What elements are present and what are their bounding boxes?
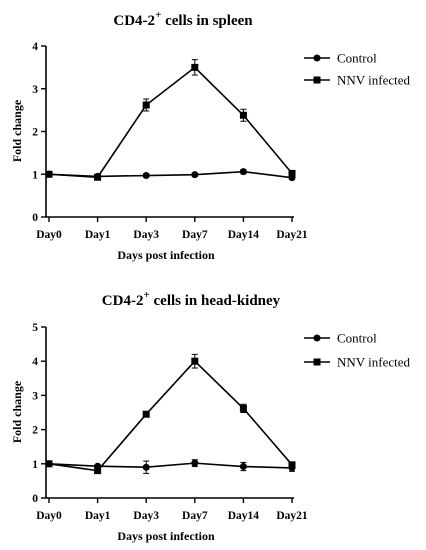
legend-marker <box>313 76 321 84</box>
data-point <box>191 171 199 179</box>
legend-item-nnv-infected: NNV infected <box>304 73 411 88</box>
y-tick-label: 1 <box>32 169 38 181</box>
data-point <box>142 410 150 418</box>
data-point <box>94 467 102 475</box>
legend-label: Control <box>337 51 377 66</box>
legend-item-nnv-infected: NNV infected <box>304 355 411 370</box>
legend-item-control: Control <box>304 331 377 346</box>
x-tick-label: Day0 <box>36 510 62 522</box>
x-axis-label: Days post infection <box>117 248 215 262</box>
y-tick-label: 0 <box>32 493 38 505</box>
data-point <box>239 168 247 176</box>
y-tick-label: 3 <box>32 390 38 402</box>
x-tick-label: Day3 <box>133 229 159 241</box>
series-nnv-infected <box>45 59 296 181</box>
y-tick-label: 5 <box>32 322 38 334</box>
series-control <box>45 459 296 474</box>
data-point <box>45 170 53 178</box>
data-point <box>142 172 150 180</box>
data-point <box>191 357 199 365</box>
legend-marker <box>313 334 321 342</box>
data-point <box>288 461 296 469</box>
x-tick-label: Day14 <box>228 510 260 522</box>
data-point <box>191 63 199 71</box>
y-tick-label: 3 <box>32 84 38 96</box>
data-point <box>94 173 102 181</box>
legend-label: Control <box>337 331 377 346</box>
legend-marker <box>313 54 321 62</box>
x-tick-label: Day0 <box>36 229 62 241</box>
x-tick-label: Day1 <box>85 229 111 241</box>
y-tick-label: 4 <box>32 356 38 368</box>
chart-spleen: CD4-2+ cells in spleen Fold change Days … <box>10 9 411 262</box>
legend-item-control: Control <box>304 51 377 66</box>
y-tick-label: 1 <box>32 459 38 471</box>
y-tick-label: 0 <box>32 212 38 224</box>
data-point <box>239 111 247 119</box>
chart-title: CD4-2+ cells in spleen <box>113 9 253 29</box>
legend: Control NNV infected <box>304 331 411 370</box>
series-layer <box>45 59 296 182</box>
series-control <box>45 168 296 182</box>
x-tick-label: Day21 <box>276 510 308 522</box>
y-tick-label: 4 <box>32 41 38 53</box>
data-point <box>239 404 247 412</box>
series-nnv-infected <box>45 353 296 475</box>
y-axis-label: Fold change <box>10 380 24 443</box>
x-tick-label: Day21 <box>276 229 308 241</box>
y-axis-label: Fold change <box>10 99 24 162</box>
x-tick-label: Day1 <box>85 510 111 522</box>
axes: 0 1 2 3 4 Day0 Day1 Day3 Day7 Day14 Day21 <box>32 41 308 241</box>
x-tick-label: Day7 <box>182 229 208 241</box>
series-line <box>48 360 293 472</box>
series-layer <box>45 353 296 475</box>
legend-label: NNV infected <box>337 355 411 370</box>
data-point <box>288 169 296 177</box>
y-tick-label: 2 <box>32 425 38 437</box>
chart-head-kidney: CD4-2+ cells in head-kidney Fold change … <box>10 289 411 543</box>
x-axis-label: Days post infection <box>117 529 215 543</box>
data-point <box>45 460 53 468</box>
series-line <box>48 462 293 469</box>
chart-title: CD4-2+ cells in head-kidney <box>102 289 281 309</box>
data-point <box>142 463 150 471</box>
x-tick-label: Day3 <box>133 510 159 522</box>
legend-label: NNV infected <box>337 73 411 88</box>
data-point <box>239 463 247 471</box>
data-point <box>142 101 150 109</box>
legend: Control NNV infected <box>304 51 411 88</box>
data-point <box>191 459 199 467</box>
x-tick-label: Day7 <box>182 510 208 522</box>
series-line <box>48 66 293 179</box>
y-tick-label: 2 <box>32 127 38 139</box>
axes: 0 1 2 3 4 5 Day0 Day1 Day3 Day7 Day14 Day21 <box>32 322 308 522</box>
x-tick-label: Day14 <box>228 229 260 241</box>
legend-marker <box>313 358 321 366</box>
